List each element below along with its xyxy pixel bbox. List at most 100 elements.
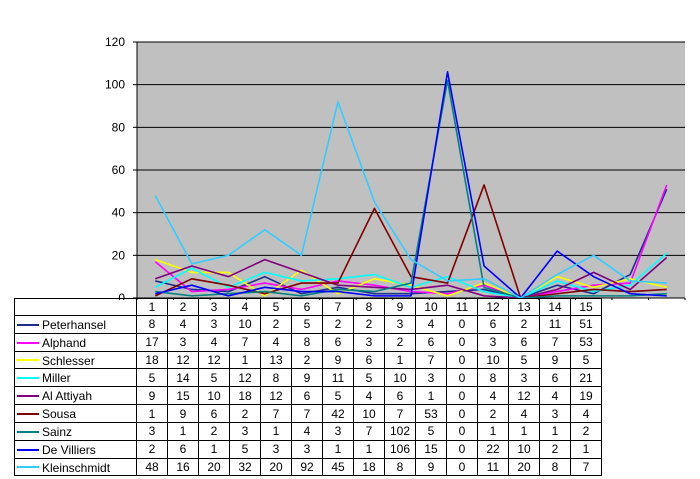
data-label: 3 <box>198 315 230 334</box>
data-label: 1 <box>415 386 447 406</box>
data-label: 2 <box>260 315 292 334</box>
data-table: 1 2 3 4 5 6 7 8 9 10 11 12 13 14 15 Peterhansel 8 4 3 10 2 5… <box>14 298 602 477</box>
series-name: De Villiers <box>42 442 96 457</box>
data-label: 1 <box>384 350 416 370</box>
data-label: 5 <box>353 368 385 388</box>
data-label: 6 <box>415 332 447 352</box>
data-label: 21 <box>570 368 602 388</box>
series-name: Alphand <box>42 335 87 350</box>
line-chart: 0 20 40 60 80 100 120 <box>105 35 686 300</box>
legend-entry: Sainz <box>14 421 137 441</box>
category-label: 5 <box>260 298 292 316</box>
legend-line-key <box>17 395 39 398</box>
data-label: 4 <box>353 386 385 406</box>
data-label: 1 <box>570 439 602 459</box>
table-row: Peterhansel 8 4 3 10 2 5 2 2 3 4 0 6 2 11 51 <box>14 315 602 334</box>
data-label: 13 <box>260 350 292 370</box>
data-label: 0 <box>446 368 478 388</box>
data-label: 9 <box>167 404 199 423</box>
data-label: 14 <box>167 368 199 388</box>
data-label: 10 <box>229 315 261 334</box>
data-label: 7 <box>570 457 602 477</box>
data-label: 12 <box>508 386 540 406</box>
category-label: 3 <box>198 298 230 316</box>
data-label: 3 <box>291 439 323 459</box>
data-label: 3 <box>260 439 292 459</box>
data-label: 9 <box>136 386 168 406</box>
legend-entry: Peterhansel <box>14 315 137 334</box>
data-label: 2 <box>353 315 385 334</box>
legend-entry: De Villiers <box>14 439 137 459</box>
data-label: 2 <box>508 315 540 334</box>
data-label: 5 <box>136 368 168 388</box>
data-label: 20 <box>260 457 292 477</box>
data-label: 45 <box>322 457 354 477</box>
data-label: 12 <box>198 350 230 370</box>
data-label: 1 <box>136 404 168 423</box>
table-row: Kleinschmidt 48 16 20 32 20 92 45 18 8 9 0 11 20 8 7 <box>14 457 602 477</box>
data-label: 92 <box>291 457 323 477</box>
data-label: 2 <box>322 315 354 334</box>
data-label: 1 <box>198 439 230 459</box>
data-label: 106 <box>384 439 416 459</box>
series-name: Al Attiyah <box>42 389 93 404</box>
data-label: 5 <box>415 421 447 441</box>
y-tick-label: 40 <box>112 206 126 220</box>
data-label: 0 <box>446 421 478 441</box>
data-label: 10 <box>353 404 385 423</box>
data-label: 4 <box>477 386 509 406</box>
data-label: 2 <box>291 350 323 370</box>
data-label: 1 <box>167 421 199 441</box>
data-label: 8 <box>136 315 168 334</box>
data-label: 2 <box>570 421 602 441</box>
data-label: 0 <box>446 457 478 477</box>
category-label: 4 <box>229 298 261 316</box>
category-label: 15 <box>570 298 602 316</box>
data-label: 8 <box>291 332 323 352</box>
data-label: 5 <box>322 386 354 406</box>
data-label: 102 <box>384 421 416 441</box>
data-label: 6 <box>198 404 230 423</box>
data-label: 7 <box>415 350 447 370</box>
table-row: Schlesser 18 12 12 1 13 2 9 6 1 7 0 10 5 9 5 <box>14 350 602 370</box>
data-label: 0 <box>446 439 478 459</box>
data-label: 12 <box>167 350 199 370</box>
data-label: 6 <box>477 315 509 334</box>
data-label: 11 <box>539 315 571 334</box>
data-label: 6 <box>291 386 323 406</box>
data-label: 15 <box>167 386 199 406</box>
y-tick-label: 80 <box>112 120 126 134</box>
data-label: 20 <box>198 457 230 477</box>
data-label: 7 <box>260 404 292 423</box>
series-name: Kleinschmidt <box>42 460 111 475</box>
category-label: 9 <box>384 298 416 316</box>
legend-line-key <box>17 341 39 344</box>
data-label: 20 <box>508 457 540 477</box>
data-label: 48 <box>136 457 168 477</box>
data-label: 6 <box>353 350 385 370</box>
data-label: 4 <box>539 386 571 406</box>
table-row: Sousa 1 9 6 2 7 7 42 10 7 53 0 2 4 3 4 <box>14 404 602 423</box>
data-label: 5 <box>508 350 540 370</box>
data-label: 2 <box>229 404 261 423</box>
table-row: Al Attiyah 9 15 10 18 12 6 5 4 6 1 0 4 12 4 19 <box>14 386 602 406</box>
data-label: 0 <box>446 315 478 334</box>
legend-entry: Kleinschmidt <box>14 457 137 477</box>
data-label: 2 <box>198 421 230 441</box>
data-label: 9 <box>291 368 323 388</box>
data-label: 4 <box>508 404 540 423</box>
data-label: 6 <box>322 332 354 352</box>
data-label: 7 <box>353 421 385 441</box>
data-label: 0 <box>446 404 478 423</box>
legend-line-key <box>17 412 39 415</box>
data-label: 6 <box>508 332 540 352</box>
data-label: 1 <box>353 439 385 459</box>
legend-line-key <box>17 430 39 433</box>
data-label: 10 <box>477 350 509 370</box>
category-label: 12 <box>477 298 509 316</box>
data-label: 5 <box>198 368 230 388</box>
data-label: 3 <box>384 315 416 334</box>
data-label: 3 <box>229 421 261 441</box>
series-name: Sainz <box>42 424 73 439</box>
y-tick-label: 120 <box>105 35 125 49</box>
